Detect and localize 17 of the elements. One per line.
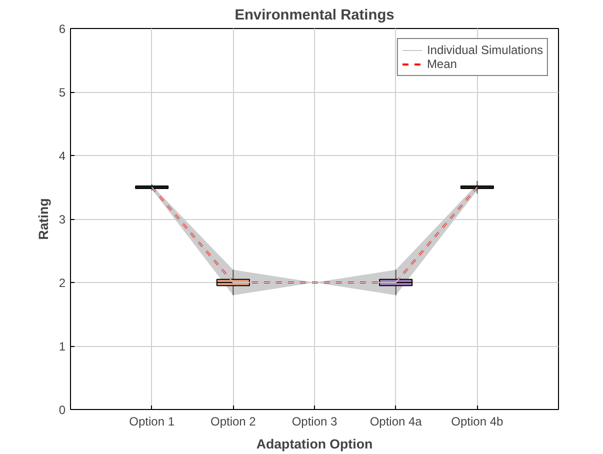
y-tick-label: 3 — [58, 212, 66, 226]
chart-title: Environmental Ratings — [234, 8, 394, 24]
x-tick-label: Option 2 — [210, 414, 256, 428]
y-tick-label: 4 — [58, 149, 66, 163]
x-tick-label: Option 4b — [451, 414, 504, 428]
y-tick-label: 1 — [58, 340, 66, 354]
y-tick-label: 6 — [58, 22, 66, 36]
y-tick-label: 5 — [58, 86, 66, 100]
y-axis-title: Rating — [36, 198, 51, 240]
x-tick-label: Option 4a — [370, 414, 422, 428]
x-axis-title: Adaptation Option — [256, 436, 373, 452]
y-tick-label: 2 — [58, 276, 66, 290]
x-tick-label: Option 3 — [292, 414, 338, 428]
legend-label: Individual Simulations — [426, 43, 543, 57]
y-tick-label: 0 — [58, 403, 66, 417]
legend-label: Mean — [426, 57, 457, 71]
x-tick-label: Option 1 — [129, 414, 175, 428]
